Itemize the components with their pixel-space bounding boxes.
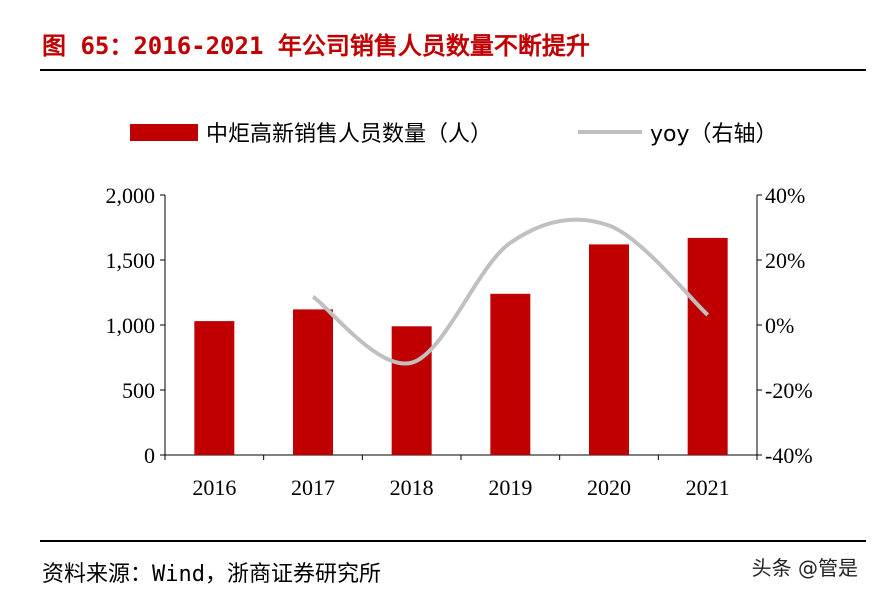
legend-line-label: yoy（右轴）: [650, 122, 778, 147]
x-tick-label: 2016: [192, 475, 236, 500]
yoy-line: [311, 217, 710, 366]
x-tick-label: 2017: [291, 475, 335, 500]
right-tick-label: 0%: [765, 313, 794, 338]
bar-2019: [490, 293, 531, 455]
legend-bar-swatch: [130, 124, 198, 141]
x-tick-label: 2019: [488, 475, 532, 500]
left-tick-label: 1,000: [106, 313, 156, 338]
x-tick-label: 2018: [390, 475, 434, 500]
bar-2017: [293, 309, 333, 455]
source-note: 资料来源：Wind，浙商证券研究所: [42, 562, 381, 587]
right-tick-label: -40%: [765, 443, 813, 468]
left-tick-label: 500: [122, 378, 155, 403]
left-tick-label: 1,500: [106, 248, 156, 273]
left-tick-label: 0: [144, 443, 155, 468]
bottom-divider: [40, 540, 866, 542]
watermark: 头条 @管是: [751, 556, 858, 580]
right-tick-label: 40%: [765, 183, 805, 208]
x-tick-label: 2020: [587, 475, 631, 500]
bar-2021: [687, 237, 728, 455]
x-tick-label: 2021: [686, 475, 730, 500]
top-divider: [40, 69, 866, 71]
bar-2020: [589, 244, 629, 455]
bar-2016: [194, 321, 235, 455]
bar-2018: [391, 326, 432, 455]
right-tick-label: 20%: [765, 248, 805, 273]
figure-title: 图 65：2016-2021 年公司销售人员数量不断提升: [42, 32, 590, 60]
left-tick-label: 2,000: [106, 183, 156, 208]
legend-bar-label: 中炬高新销售人员数量（人）: [206, 122, 492, 147]
right-tick-label: -20%: [765, 378, 813, 403]
